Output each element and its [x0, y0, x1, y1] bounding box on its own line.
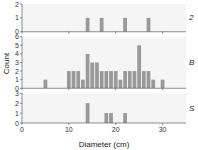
y-tick-label: 2 — [15, 68, 19, 75]
y-tick — [20, 45, 22, 46]
x-axis-label: Diameter (cm) — [79, 140, 130, 149]
plot-area — [22, 37, 186, 89]
panel-label: 2 — [188, 13, 194, 22]
panel: 0122 — [15, 1, 194, 36]
plot-area — [22, 4, 186, 32]
y-tick — [20, 79, 22, 80]
chart: 01220123456BCount01230102030SDiameter (c… — [0, 0, 198, 150]
y-tick — [20, 36, 22, 37]
bar — [123, 18, 127, 32]
y-tick-label: 2 — [15, 1, 19, 8]
x-tick — [68, 88, 69, 90]
bar — [109, 71, 113, 88]
bar — [128, 71, 132, 88]
y-tick — [20, 17, 22, 18]
x-tick — [115, 88, 116, 90]
y-tick — [20, 103, 22, 104]
y-axis-line — [22, 93, 23, 123]
bar — [86, 103, 90, 123]
y-tick — [20, 71, 22, 72]
bar — [86, 54, 90, 88]
x-tick — [162, 32, 163, 34]
bar — [104, 71, 108, 88]
x-tick — [115, 32, 116, 34]
x-tick — [162, 88, 163, 90]
x-tick — [68, 32, 69, 34]
bar — [147, 18, 151, 32]
bar — [72, 71, 76, 88]
bar — [123, 113, 127, 123]
y-tick-label: 3 — [15, 90, 19, 97]
y-tick-label: 2 — [15, 100, 19, 107]
bar — [137, 45, 141, 88]
bar — [44, 80, 48, 89]
y-tick — [20, 113, 22, 114]
bar — [81, 80, 85, 89]
bar — [151, 80, 155, 89]
bar — [147, 71, 151, 88]
y-tick — [20, 62, 22, 63]
x-tick-label: 20 — [112, 126, 120, 133]
bars — [86, 18, 151, 32]
x-axis-line — [22, 123, 186, 124]
x-tick — [22, 32, 23, 34]
bar — [76, 71, 80, 88]
bar — [100, 18, 104, 32]
bar — [114, 71, 118, 88]
y-tick-label: 1 — [15, 14, 19, 21]
x-tick-label: 0 — [20, 126, 24, 133]
y-tick-label: 3 — [15, 59, 19, 66]
panel-label: S — [189, 104, 195, 113]
bar — [100, 71, 104, 88]
x-tick-label: 10 — [65, 126, 73, 133]
y-tick — [20, 53, 22, 54]
bars — [44, 45, 165, 88]
bars — [86, 103, 127, 123]
x-tick — [22, 88, 23, 90]
x-axis-line — [22, 31, 186, 32]
bar — [142, 71, 146, 88]
bar — [109, 113, 113, 123]
plot-area — [22, 93, 186, 123]
panel: 0123456BCount — [2, 33, 196, 92]
x-tick-label: 30 — [159, 126, 167, 133]
bar — [161, 80, 165, 89]
y-tick — [20, 4, 22, 5]
y-tick-label: 0 — [15, 120, 19, 127]
panel-label: B — [189, 58, 195, 67]
bar — [90, 63, 94, 89]
y-tick — [20, 93, 22, 94]
y-tick-label: 6 — [15, 33, 19, 40]
panel: 01230102030SDiameter (cm) — [15, 90, 195, 149]
bar — [95, 63, 99, 89]
y-axis-label: Count — [2, 52, 11, 74]
y-tick-label: 1 — [15, 76, 19, 83]
y-tick-label: 4 — [15, 50, 19, 57]
y-tick-label: 5 — [15, 42, 19, 49]
bar — [104, 113, 108, 123]
bar — [67, 71, 71, 88]
y-tick-label: 1 — [15, 110, 19, 117]
bar — [123, 71, 127, 88]
bar — [119, 80, 123, 89]
x-axis-line — [22, 88, 186, 89]
bar — [86, 18, 90, 32]
bar — [133, 71, 137, 88]
